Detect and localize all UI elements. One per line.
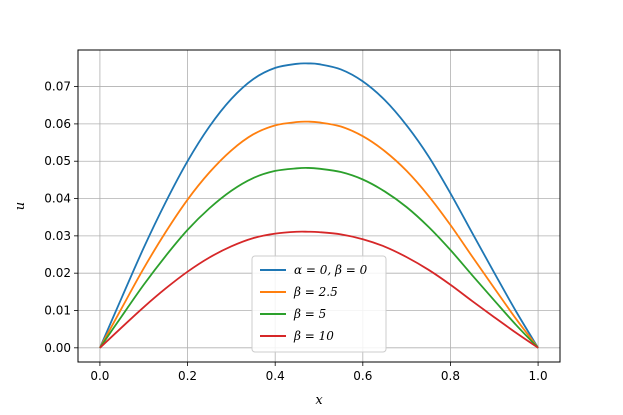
series-line-2 [99,120,539,349]
x-tick-label: 0.0 [90,369,109,383]
legend-label: β = 10 [293,329,334,343]
y-tick-label: 0.07 [44,80,71,94]
series-line-3 [99,166,539,349]
y-tick-label: 0.06 [44,117,71,131]
series-lines [99,62,539,349]
x-tick-label: 0.2 [178,369,197,383]
legend: α = 0, β = 0 β = 2.5 β = 5 β = 10 [251,255,387,353]
x-tick-label: 0.6 [353,369,372,383]
x-axis-label: x [315,393,323,408]
y-tick-label: 0.05 [44,154,71,168]
y-tick-label: 0.04 [44,192,71,206]
x-tick-label: 0.4 [266,369,285,383]
axis-ticks: 0.0 0.2 0.4 0.6 0.8 1.0 0.00 0.01 0.02 0.03 0.04 0.… [44,80,547,383]
y-tick-label: 0.03 [44,229,71,243]
legend-box [251,255,387,353]
legend-label: β = 5 [293,307,326,321]
legend-label: α = 0, β = 0 [294,263,368,277]
y-tick-label: 0.01 [44,303,71,317]
series-line-4 [99,230,539,349]
x-tick-label: 1.0 [529,369,548,383]
series-line-1 [99,62,539,349]
x-tick-label: 0.8 [441,369,460,383]
y-tick-label: 0.00 [44,341,71,355]
legend-label: β = 2.5 [293,285,338,299]
plot-frame [77,49,561,363]
y-axis-label: u [13,202,28,210]
y-tick-label: 0.02 [44,266,71,280]
grid [78,50,560,362]
